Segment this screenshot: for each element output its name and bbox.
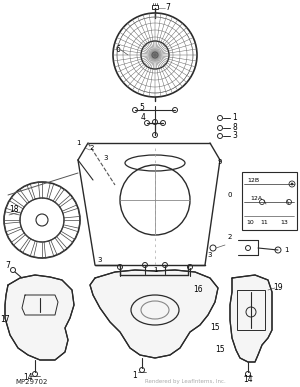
Polygon shape — [230, 275, 272, 362]
Text: 19: 19 — [273, 284, 283, 293]
Polygon shape — [5, 275, 74, 360]
Text: 3: 3 — [232, 132, 237, 140]
Text: 14: 14 — [23, 373, 33, 382]
Text: 13: 13 — [280, 219, 288, 224]
Text: 4: 4 — [141, 113, 146, 123]
Text: 2: 2 — [228, 234, 232, 240]
Text: 15: 15 — [215, 346, 225, 354]
Text: 1: 1 — [133, 370, 137, 380]
Text: 7: 7 — [166, 3, 170, 12]
Text: 18: 18 — [9, 205, 19, 214]
Text: 17: 17 — [0, 315, 10, 325]
Circle shape — [291, 183, 293, 185]
Text: 10: 10 — [246, 219, 254, 224]
Text: 1: 1 — [153, 267, 157, 273]
Text: 12A: 12A — [250, 195, 262, 200]
Text: 16: 16 — [193, 286, 203, 295]
Text: 1: 1 — [76, 140, 80, 146]
Text: MP29702: MP29702 — [15, 379, 47, 385]
Text: 15: 15 — [210, 324, 220, 332]
Text: 3: 3 — [104, 155, 108, 161]
Text: 7: 7 — [6, 262, 10, 271]
Polygon shape — [90, 270, 218, 358]
Text: 3: 3 — [98, 257, 102, 263]
Bar — [242, 172, 297, 230]
Text: 9: 9 — [218, 159, 222, 165]
Text: 1: 1 — [284, 247, 288, 253]
Text: 0: 0 — [228, 192, 232, 198]
Text: Rendered by LeafInterns, Inc.: Rendered by LeafInterns, Inc. — [145, 380, 225, 385]
Text: 8: 8 — [232, 123, 237, 132]
Text: 5: 5 — [140, 103, 144, 113]
Text: 2: 2 — [90, 145, 94, 151]
Text: 6: 6 — [116, 46, 120, 55]
Text: 3: 3 — [208, 252, 212, 258]
Bar — [152, 5, 158, 9]
Bar — [237, 290, 265, 330]
Text: 11: 11 — [260, 219, 268, 224]
Text: 12B: 12B — [247, 178, 259, 183]
Text: 1: 1 — [232, 113, 237, 123]
Text: 14: 14 — [243, 375, 253, 384]
